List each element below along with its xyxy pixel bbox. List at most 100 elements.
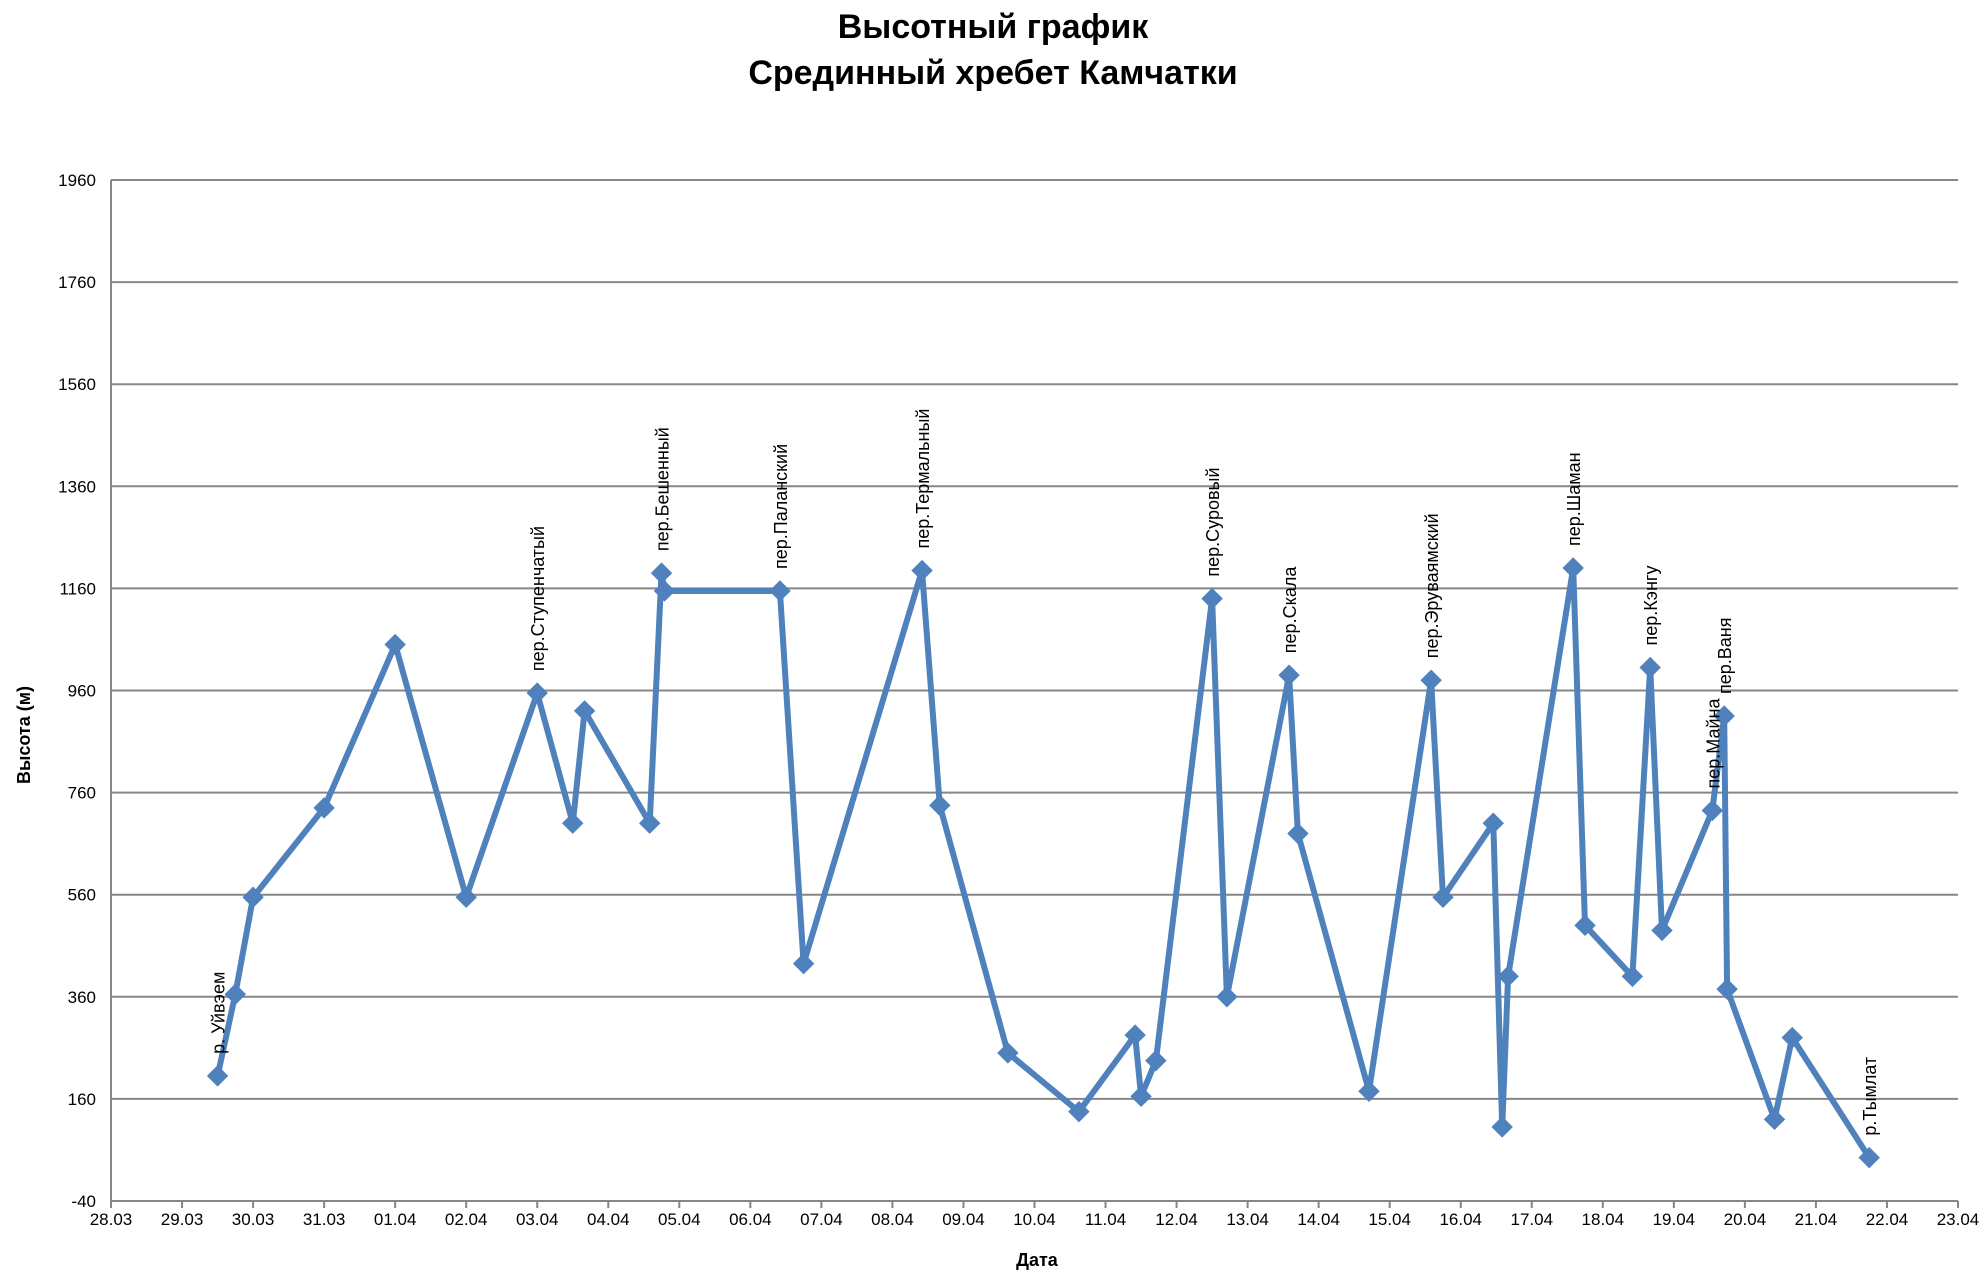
data-point xyxy=(653,580,676,602)
annotation-label: р.Тымлат xyxy=(1860,1057,1880,1136)
x-tick-label: 07.04 xyxy=(800,1210,843,1229)
y-tick-label: 760 xyxy=(68,784,96,803)
data-point xyxy=(1651,919,1673,942)
data-point xyxy=(1621,965,1644,988)
annotation-label: пер.Паланский xyxy=(771,444,791,569)
data-point xyxy=(1482,812,1504,834)
data-point xyxy=(1858,1146,1880,1169)
x-tick-label: 01.04 xyxy=(374,1210,417,1229)
y-tick-label: 560 xyxy=(68,886,96,905)
data-point xyxy=(792,952,815,975)
data-point xyxy=(929,794,951,817)
annotation-label: пер.Шаман xyxy=(1564,452,1584,546)
data-point xyxy=(1201,587,1223,610)
y-tick-label: 1360 xyxy=(58,477,96,496)
x-tick-label: 15.04 xyxy=(1368,1210,1411,1229)
y-tick-label: -40 xyxy=(71,1192,96,1211)
x-tick-labels: 28.03 29.03 30.03 31.03 01.04 02.04 03.04 04.04… xyxy=(90,1210,1980,1229)
data-point xyxy=(1145,1049,1167,1072)
data-point xyxy=(1278,664,1300,686)
x-tick-label: 09.04 xyxy=(942,1210,985,1229)
data-point xyxy=(1713,705,1735,727)
data-point xyxy=(639,812,661,834)
x-tick-label: 06.04 xyxy=(729,1210,772,1229)
data-point xyxy=(384,633,406,656)
data-point xyxy=(1420,669,1442,691)
gridlines xyxy=(111,179,1958,1100)
data-point xyxy=(526,682,548,704)
annotation-label: пер.Ваня xyxy=(1715,618,1735,694)
x-tick-label: 30.03 xyxy=(232,1210,275,1229)
x-tick-label: 14.04 xyxy=(1297,1210,1340,1229)
x-tick-label: 19.04 xyxy=(1653,1210,1696,1229)
x-tick-label: 05.04 xyxy=(658,1210,701,1229)
y-tick-label: 1760 xyxy=(58,273,96,292)
x-tick-label: 08.04 xyxy=(871,1210,914,1229)
data-point xyxy=(1491,1116,1513,1138)
data-point xyxy=(1432,886,1454,908)
series-elevation xyxy=(206,557,1880,1169)
annotation-label: пер.Ступенчатый xyxy=(528,526,548,671)
x-axis-title: Дата xyxy=(1016,1250,1059,1270)
data-point xyxy=(1358,1080,1380,1102)
data-point xyxy=(1763,1108,1786,1131)
data-point xyxy=(1716,978,1738,1000)
data-point xyxy=(997,1042,1019,1064)
x-tick-label: 02.04 xyxy=(445,1210,488,1229)
x-tick-label: 16.04 xyxy=(1439,1210,1482,1229)
y-axis-title: Высота (м) xyxy=(14,686,34,784)
x-tick-label: 23.04 xyxy=(1937,1210,1980,1229)
data-point xyxy=(1701,799,1724,822)
data-point xyxy=(650,562,673,584)
data-point xyxy=(313,797,335,819)
chart-title-line-1: Высотный график xyxy=(838,8,1149,46)
data-point xyxy=(1287,822,1309,845)
y-tick-label: 1560 xyxy=(58,375,96,394)
y-tick-label: 1960 xyxy=(58,171,96,190)
annotation-label: р. Уйвэем xyxy=(209,972,229,1054)
x-tick-label: 12.04 xyxy=(1155,1210,1198,1229)
axes xyxy=(110,180,1959,1208)
annotation-label: пер.Эруваямский xyxy=(1422,513,1442,658)
x-tick-label: 20.04 xyxy=(1724,1210,1767,1229)
data-point xyxy=(1068,1100,1090,1123)
data-point xyxy=(1574,914,1596,937)
y-tick-label: 160 xyxy=(68,1090,96,1109)
data-point xyxy=(1497,965,1519,988)
x-tick-label: 28.03 xyxy=(90,1210,133,1229)
x-tick-label: 17.04 xyxy=(1510,1210,1553,1229)
data-point xyxy=(562,812,584,834)
annotation-label: пер.Бешенный xyxy=(653,427,673,551)
x-tick-label: 29.03 xyxy=(161,1210,204,1229)
data-point xyxy=(206,1065,229,1087)
x-tick-label: 21.04 xyxy=(1795,1210,1838,1229)
data-point xyxy=(455,886,477,908)
x-tick-label: 18.04 xyxy=(1582,1210,1625,1229)
x-tick-label: 31.03 xyxy=(303,1210,346,1229)
x-tick-label: 03.04 xyxy=(516,1210,559,1229)
annotation-label: пер.Майна xyxy=(1703,698,1723,789)
x-tick-label: 11.04 xyxy=(1085,1210,1126,1229)
data-point xyxy=(769,580,791,602)
data-point xyxy=(1124,1024,1146,1046)
data-point xyxy=(1130,1085,1152,1108)
series-line xyxy=(214,565,1873,1161)
data-point xyxy=(911,559,933,582)
annotation-label: пер.Термальный xyxy=(913,409,933,549)
data-point xyxy=(1562,557,1584,579)
annotations: р. Уйвэем пер.Ступенчатый пер.Бешенный пер.… xyxy=(209,409,1881,1136)
y-tick-label: 1160 xyxy=(59,579,96,598)
data-point xyxy=(224,983,247,1005)
annotation-label: пер.Кэнгу xyxy=(1641,566,1661,646)
annotation-label: пер.Суровый xyxy=(1203,467,1223,576)
chart-title-line-2: Срединный хребет Камчатки xyxy=(748,54,1237,92)
data-point xyxy=(1216,986,1238,1008)
data-point xyxy=(1639,656,1661,679)
data-point xyxy=(242,886,264,908)
x-tick-label: 22.04 xyxy=(1866,1210,1909,1229)
x-tick-label: 04.04 xyxy=(587,1210,630,1229)
annotation-label: пер.Скала xyxy=(1280,566,1300,654)
data-point xyxy=(1781,1026,1803,1049)
